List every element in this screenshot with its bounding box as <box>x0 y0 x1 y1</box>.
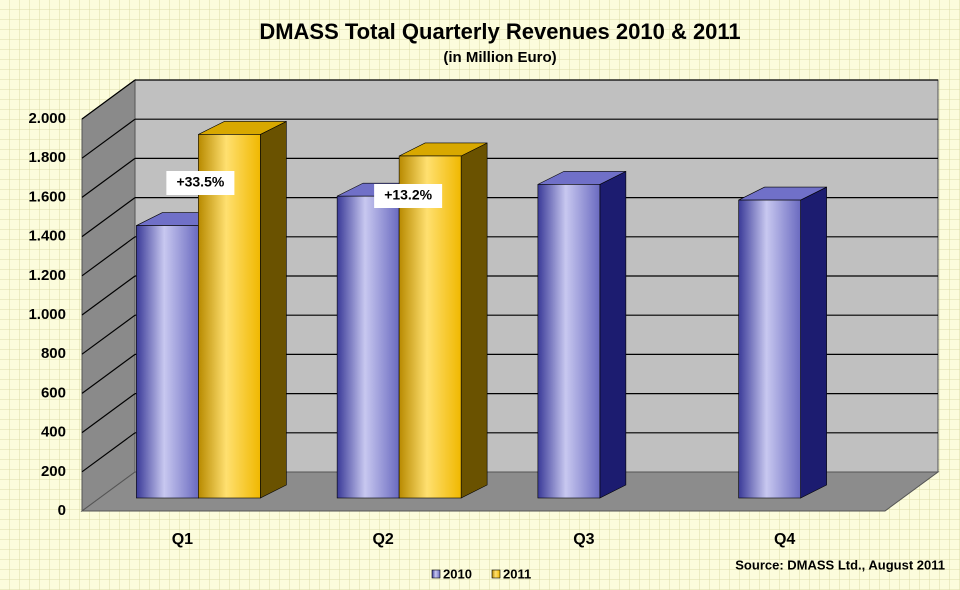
bar <box>336 195 400 499</box>
y-tick-label: 2.000 <box>28 110 66 127</box>
grid-line <box>81 353 136 394</box>
y-tick-label: 0 <box>58 502 66 519</box>
grid-line <box>81 197 136 238</box>
bar <box>738 199 801 499</box>
grid-line <box>81 79 136 120</box>
annotation-box <box>374 184 443 208</box>
y-tick-label: 1.000 <box>28 306 66 323</box>
legend-label: 2010 <box>443 566 472 581</box>
bar-side <box>460 142 488 499</box>
grid-line <box>81 118 136 159</box>
y-tick-label: 1.600 <box>28 188 66 205</box>
grid-line <box>81 314 136 355</box>
bar <box>537 184 601 499</box>
bar <box>136 225 199 499</box>
chart-subtitle: (in Million Euro) <box>443 49 556 66</box>
legend-label: 2011 <box>503 566 531 581</box>
annotation-box <box>166 171 235 195</box>
y-tick-label: 200 <box>41 463 66 480</box>
x-tick-label: Q1 <box>172 531 193 548</box>
bar <box>398 155 462 499</box>
grid-line <box>81 393 136 434</box>
x-tick-label: Q4 <box>774 531 795 548</box>
source-note: Source: DMASS Ltd., August 2011 <box>735 557 945 572</box>
grid-line <box>81 157 136 198</box>
y-tick-label: 600 <box>41 384 66 401</box>
legend-swatch <box>431 569 441 579</box>
bar-side <box>599 170 627 499</box>
y-tick-label: 1.800 <box>28 149 66 166</box>
x-tick-label: Q3 <box>573 531 594 548</box>
legend-swatch <box>491 569 501 579</box>
bar <box>198 134 261 499</box>
y-tick-label: 1.400 <box>28 228 66 245</box>
grid-line <box>81 275 136 316</box>
chart-title: DMASS Total Quarterly Revenues 2010 & 20… <box>259 19 740 44</box>
y-tick-label: 1.200 <box>28 267 66 284</box>
annotation: +13.2% <box>384 187 432 203</box>
y-tick-label: 400 <box>41 424 66 441</box>
grid-line <box>81 432 136 473</box>
bar-side <box>260 120 287 499</box>
floor <box>80 471 940 512</box>
grid-line <box>81 236 136 277</box>
x-tick-label: Q2 <box>372 531 393 548</box>
annotation: +33.5% <box>176 174 224 190</box>
y-tick-label: 800 <box>41 345 66 362</box>
bar-side <box>800 186 827 499</box>
